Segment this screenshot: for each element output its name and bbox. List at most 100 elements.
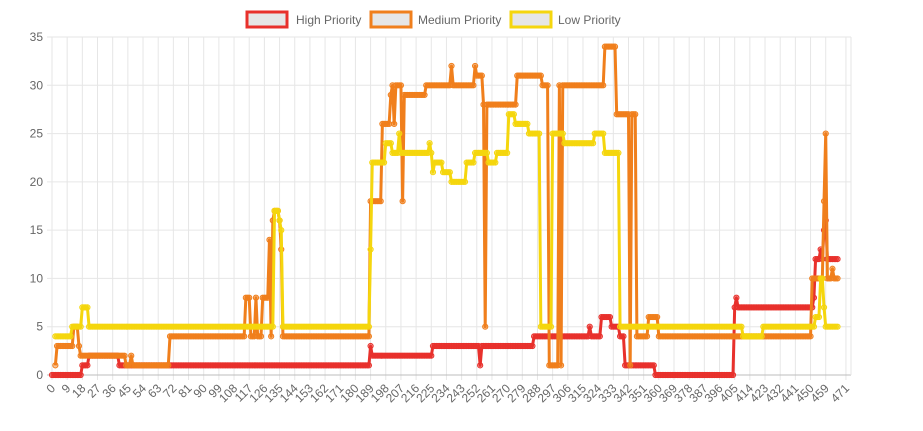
data-point [165,362,172,369]
data-point [598,130,605,137]
data-point [274,207,281,214]
data-point [652,313,659,321]
data-point [598,82,605,89]
data-point [69,342,76,350]
data-point [512,101,519,108]
y-tick-label: 35 [30,30,44,44]
data-point [482,149,489,156]
data-point [642,333,649,340]
data-point [536,72,543,79]
data-point [537,72,544,79]
data-point [365,362,372,369]
data-point [610,43,617,50]
data-point [544,82,551,89]
y-tick-label: 0 [36,368,43,382]
data-point [756,333,764,340]
data-point [84,304,91,311]
data-point [470,159,477,166]
data-point [399,198,406,205]
data-point [273,207,280,214]
data-point [536,130,543,137]
data-point [77,371,84,379]
data-point [367,246,374,253]
data-point [829,265,836,272]
data-point [387,140,394,147]
data-point [82,304,89,311]
data-point [470,82,477,89]
data-point [419,91,426,99]
data-point [809,323,816,330]
data-point [75,323,83,330]
data-point [758,333,765,340]
data-point [387,91,394,99]
series-group [52,43,841,369]
data-point [490,159,497,166]
data-point [52,362,59,369]
data-point [557,362,565,369]
data-point [276,217,283,224]
legend-label[interactable]: High Priority [296,13,361,27]
data-point [596,333,603,340]
legend: High Priority Medium Priority Low Priority [245,10,621,29]
data-point [438,159,445,166]
legend-swatch[interactable] [369,10,413,29]
data-point [492,159,499,166]
legend-swatch[interactable] [509,10,553,29]
data-point [67,342,74,350]
data-point [75,371,83,379]
data-point [246,294,253,301]
data-point [428,352,435,359]
series-group [52,111,841,340]
data-point [654,313,661,321]
data-point [613,149,620,156]
data-point [611,43,619,50]
data-point [241,333,248,340]
data-point [67,333,74,340]
data-point [643,333,651,340]
y-tick-label: 15 [30,223,44,237]
data-point [482,323,489,330]
data-point [367,342,374,350]
data-point [252,294,260,301]
legend-label[interactable]: Low Priority [558,13,621,27]
data-point [278,227,285,234]
data-point [82,362,89,369]
data-point [397,82,405,89]
data-point [391,120,398,128]
data-point [365,333,372,340]
data-point [121,352,128,359]
data-point [529,342,536,350]
data-point [377,198,384,205]
data-point [477,362,484,369]
data-point [510,111,517,118]
data-point [380,159,388,166]
x-tick-label: 459 [808,381,832,405]
data-point [600,82,607,89]
data-point [733,294,740,301]
data-point [820,304,828,311]
data-point [461,178,469,185]
data-point [586,323,593,330]
data-point [269,323,276,330]
data-point [396,130,403,137]
data-point [815,313,823,321]
data-point [820,198,828,205]
data-point [822,130,829,137]
data-point [834,323,841,330]
data-point [819,275,826,282]
data-point [648,362,656,369]
legend-label[interactable]: Medium Priority [418,13,501,27]
data-point [834,256,841,263]
y-tick-label: 25 [30,127,44,141]
series-lines [48,43,841,379]
legend-swatch[interactable] [245,10,289,29]
data-point [386,140,393,147]
data-point [472,62,479,70]
data-point [448,62,455,70]
data-point [426,140,433,147]
data-point [264,294,271,301]
data-point [386,120,393,128]
data-point [128,352,135,359]
data-point [729,371,737,379]
